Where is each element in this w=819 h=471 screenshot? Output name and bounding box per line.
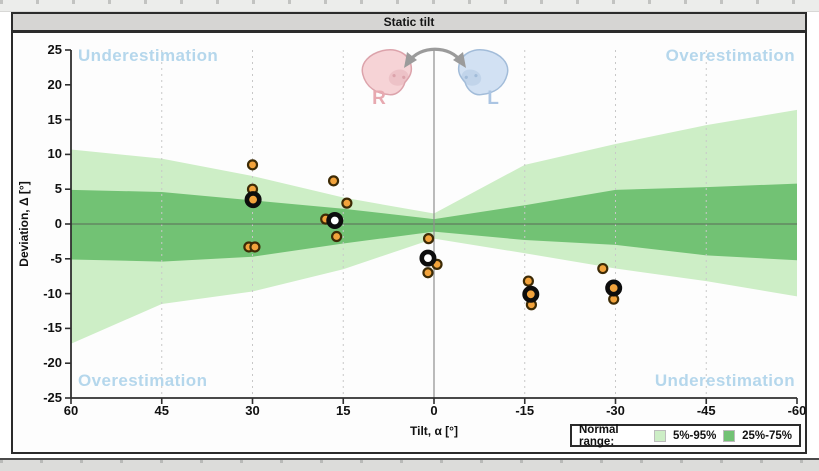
x-tick-label: 0 — [430, 403, 438, 418]
x-tick-label: -60 — [787, 403, 807, 418]
mean-ring — [522, 285, 540, 303]
legend-swatch-25-75 — [723, 429, 736, 442]
mean-ring — [419, 249, 437, 267]
swap-arrow-head-left — [404, 52, 417, 68]
y-tick-label: 20 — [47, 76, 62, 92]
mean-ring — [244, 191, 262, 209]
legend-item-25-75: 25%-75% — [742, 429, 792, 442]
trial-point — [597, 262, 609, 275]
annotation-top-right: Overestimation — [665, 46, 795, 65]
trial-point — [330, 230, 343, 243]
trial-point — [327, 175, 340, 187]
trial-point — [422, 267, 434, 279]
x-tick-label: -45 — [696, 403, 716, 418]
y-tick-label: 0 — [54, 216, 62, 231]
trial-point — [522, 275, 534, 287]
x-tick-label: 15 — [336, 403, 351, 418]
annotation-top-left: Underestimation — [78, 46, 219, 65]
legend: Normal range: 5%-95% 25%-75% — [570, 423, 801, 448]
y-tick-label: 25 — [47, 42, 62, 57]
y-tick-label: 5 — [54, 181, 62, 197]
legend-item-5-95: 5%-95% — [672, 429, 717, 442]
y-tick-label: -10 — [43, 285, 62, 301]
x-tick-label: 60 — [63, 403, 79, 418]
legend-swatch-5-95 — [654, 429, 666, 442]
trial-point — [249, 241, 261, 253]
trial-point — [246, 159, 259, 171]
y-tick-label: 10 — [47, 146, 62, 162]
top-window-strip — [0, 0, 819, 12]
x-tick-label: 30 — [245, 403, 260, 418]
y-tick-label: -15 — [43, 320, 62, 336]
head-label-left: L — [487, 88, 499, 109]
annotation-bottom-right: Underestimation — [654, 371, 795, 390]
y-tick-label: -20 — [43, 355, 62, 371]
trial-point — [422, 233, 435, 245]
bottom-window-strip — [0, 458, 819, 471]
annotation-bottom-left: Overestimation — [78, 371, 208, 390]
y-tick-label: -25 — [43, 390, 62, 405]
x-tick-label: 45 — [154, 403, 169, 418]
legend-label: Normal range: — [579, 423, 619, 448]
mean-ring — [326, 212, 344, 230]
x-tick-label: -30 — [606, 403, 625, 418]
y-tick-label: -5 — [50, 250, 62, 266]
head-icon-left — [457, 49, 509, 96]
trial-point — [341, 197, 353, 209]
mean-ring — [605, 279, 623, 297]
x-axis-label: Tilt, α [°] — [410, 424, 458, 438]
head-label-right: R — [372, 88, 386, 109]
swap-arrow-head-right — [453, 52, 466, 68]
y-tick-label: 15 — [47, 111, 62, 127]
x-tick-label: -15 — [515, 403, 535, 418]
chart-title: Static tilt — [383, 15, 435, 29]
